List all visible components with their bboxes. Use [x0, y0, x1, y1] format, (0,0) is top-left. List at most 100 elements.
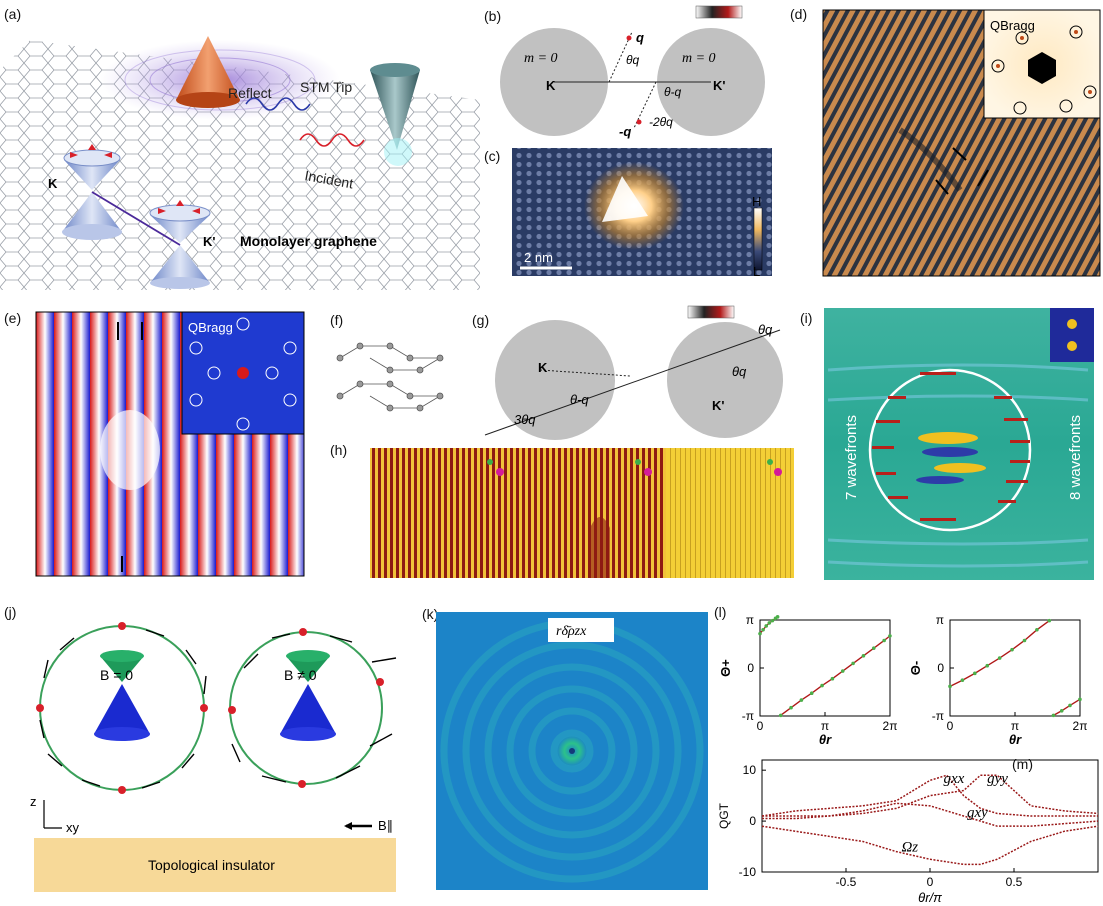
theta-q-label: θq — [732, 364, 747, 379]
inset-qbragg-label: QBragg — [990, 18, 1035, 33]
neg-q-label: -q — [619, 124, 631, 139]
panel-c: (c) 2 nm H L — [484, 142, 786, 280]
x-tick-label: 0 — [757, 719, 764, 733]
data-point — [1022, 638, 1027, 643]
stm-topograph: 2 nm H L — [512, 148, 772, 279]
x-tick-label: -0.5 — [836, 875, 857, 889]
fringe-map-3 — [666, 448, 794, 578]
dirac-cone-kp-upper — [150, 215, 210, 243]
data-point — [1068, 703, 1072, 708]
qgt-chart: 10 0 -10 -0.5 0 0.5 QGT θr/π gxx gyy gxy Ωz — [717, 759, 1099, 905]
data-point — [985, 663, 990, 668]
q-label: q — [636, 30, 644, 45]
data-point — [948, 684, 952, 689]
kp-label: K' — [713, 78, 725, 93]
data-point — [761, 628, 765, 632]
panel-label: (e) — [4, 310, 22, 326]
curve-label-Ωz: Ωz — [901, 840, 918, 856]
valley-phase-diagram-bilayer: K K' θ-q 3θq θq θq — [484, 305, 783, 440]
series-line — [1053, 698, 1081, 716]
theta-negq-label: θ-q — [570, 392, 589, 407]
x-tick-label: 0 — [947, 719, 954, 733]
panel-b: (b) m = 0 m = 0 K K' q -q θq θ-q -2θq — [484, 0, 786, 142]
data-point — [799, 698, 804, 702]
k-label: K — [546, 78, 556, 93]
data-point — [1059, 708, 1064, 713]
wavefronts-right: 8 wavefronts — [1067, 415, 1084, 500]
panel-e: (e) QBragg — [0, 300, 310, 585]
x-axis-label: θr — [819, 732, 832, 747]
data-point — [1047, 618, 1052, 623]
data-point — [820, 683, 824, 688]
series-Ωz — [761, 825, 1099, 866]
dirac-cone-lower-left — [94, 684, 150, 734]
dirac-cone-lower-right — [280, 684, 336, 734]
dirac-cone-k-lower — [62, 192, 122, 232]
x-axis-label: θr/π — [918, 890, 942, 905]
panel-h: (h) — [330, 440, 800, 585]
stm-tip-label: STM Tip — [300, 79, 352, 95]
wavefront-map: 7 wavefronts 8 wavefronts — [824, 308, 1094, 580]
field-parallel-label: B∥ — [378, 818, 393, 833]
panel-label: (b) — [484, 8, 502, 24]
wavefront-circle — [868, 368, 1032, 532]
dirac-cone-upper-left — [100, 656, 144, 682]
bilayer-graphene-structure — [336, 342, 444, 412]
x-tick-label: 0 — [927, 875, 934, 889]
bilayer-fringe-simulations — [370, 448, 794, 578]
y-tick-label: 0 — [747, 661, 754, 675]
k-label: K — [538, 360, 548, 375]
dirac-cone-kp-lower — [150, 245, 210, 283]
panel-j: (j) B = 0 B ≠ 0 z xy B∥ — [0, 598, 420, 898]
m-left-label: m = 0 — [524, 51, 558, 66]
x-axis-label: θr — [1009, 732, 1022, 747]
data-point — [830, 676, 835, 681]
panel-i: (i) 7 wavefronts 8 wavefronts — [800, 300, 1103, 585]
panel-f: (f) — [330, 308, 470, 428]
title-label: rδ̄ρzx — [556, 624, 587, 639]
theta-negq-label: θ-q — [664, 85, 682, 99]
inset-pattern — [1050, 308, 1094, 362]
data-point — [861, 653, 866, 658]
height-low-label: L — [753, 264, 760, 279]
x-tick-label: 2π — [883, 719, 898, 733]
series-line — [949, 620, 1050, 687]
panel-k: (k) rδ̄ρzx — [420, 600, 710, 900]
panel-label: (h) — [330, 442, 348, 458]
valley-kp-label: K' — [203, 234, 215, 249]
valley-circle-kp — [667, 322, 783, 438]
x-tick-label: π — [821, 719, 829, 733]
panel-label: (g) — [472, 312, 490, 328]
data-point — [778, 713, 783, 718]
data-point — [1010, 647, 1014, 652]
data-point — [888, 634, 892, 638]
graphene-scattering-illustration: Reflect Incident STM Tip K K' Monolayer … — [0, 36, 480, 290]
scale-bar-label: 2 nm — [524, 250, 553, 265]
y-tick-label: π — [746, 613, 754, 627]
plot-frame — [759, 619, 891, 717]
curve-label-gxy: gxy — [967, 805, 988, 821]
data-point — [758, 631, 762, 636]
panel-l: (l) π 0 -π 0 π 2π Θ+ θr π 0 -π 0 π 2π Θ-θr — [712, 598, 1103, 748]
data-point — [840, 669, 845, 673]
data-point — [775, 615, 780, 619]
curve-label-gyy: gyy — [987, 771, 1008, 787]
x-tick-label: 2π — [1073, 719, 1088, 733]
arrow-d2 — [935, 179, 949, 195]
height-high-label: H — [752, 194, 761, 209]
m-right-label: m = 0 — [682, 51, 716, 66]
topological-insulator-slab — [34, 838, 396, 892]
y-axis-label: Θ- — [908, 661, 923, 675]
x-tick-label: π — [1011, 719, 1019, 733]
y-tick-label: π — [936, 613, 944, 627]
three-theta-label: 3θq — [514, 412, 536, 427]
series-gxx — [761, 774, 1098, 817]
phase-colorbar — [695, 5, 743, 19]
inset-qbragg-label: QBragg — [188, 320, 233, 335]
panel-g: (g) K K' θ-q 3θq θq θq — [470, 300, 800, 440]
theta-q-right-label: θq — [758, 322, 773, 337]
panel-label: (j) — [4, 604, 17, 620]
dirac-cone-k-upper — [64, 160, 120, 190]
graphene-lattice — [0, 40, 480, 290]
